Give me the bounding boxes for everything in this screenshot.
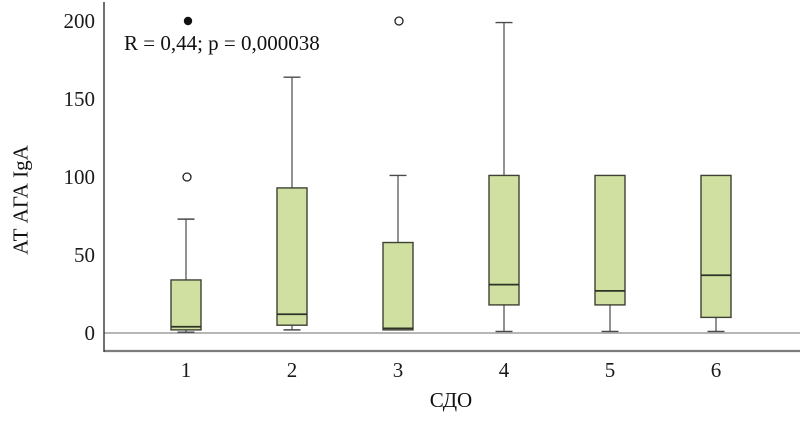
y-tick-label: 100 — [64, 165, 96, 189]
box — [382, 241, 414, 331]
y-tick-label: 150 — [64, 87, 96, 111]
x-tick-label: 6 — [711, 358, 722, 382]
x-tick-label: 3 — [393, 358, 404, 382]
x-axis-title: СДО — [429, 388, 473, 412]
y-axis-title: АТ АГА IgA — [8, 145, 33, 255]
x-tick-label: 4 — [499, 358, 510, 382]
outlier-open-point — [394, 16, 404, 26]
correlation-annotation: R = 0,44; p = 0,000038 — [124, 31, 320, 55]
box — [700, 174, 732, 319]
x-tick-label: 1 — [181, 358, 192, 382]
y-tick-label: 50 — [74, 243, 95, 267]
outlier-filled-point — [183, 16, 193, 26]
x-tick-label: 2 — [287, 358, 298, 382]
y-tick-label: 200 — [64, 9, 96, 33]
box — [594, 174, 626, 306]
box — [170, 279, 202, 331]
outlier-open-point — [182, 172, 192, 182]
x-tick-label: 5 — [605, 358, 616, 382]
box — [276, 187, 308, 326]
box — [488, 174, 520, 306]
y-tick-label: 0 — [85, 321, 96, 345]
